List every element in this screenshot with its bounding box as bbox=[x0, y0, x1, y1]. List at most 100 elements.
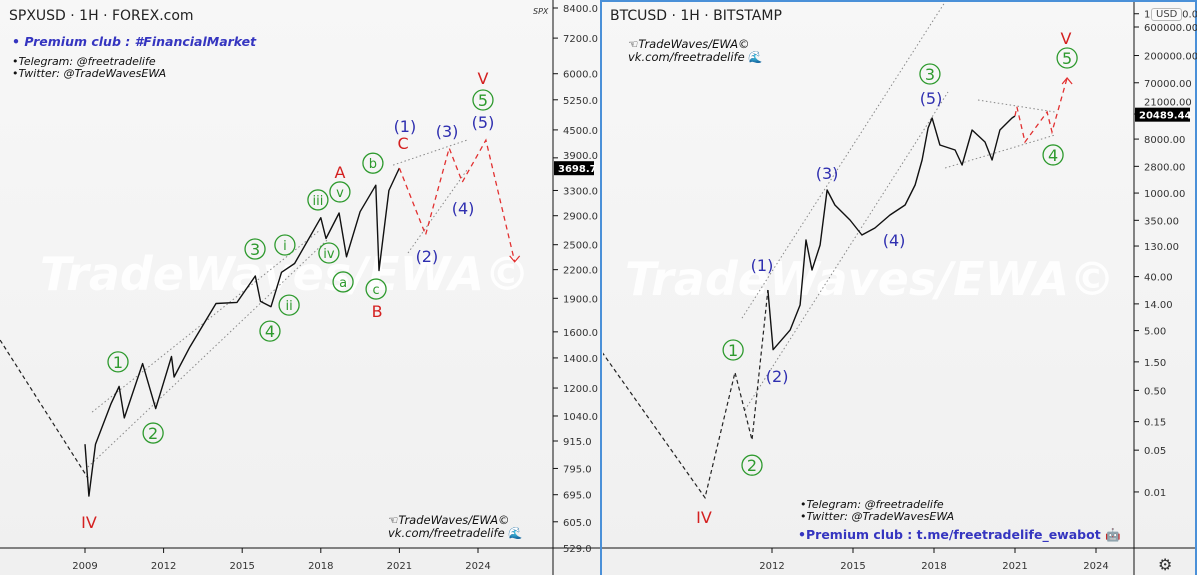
hand-icon: ☜ bbox=[388, 513, 399, 527]
btc-y-tick-label: 0.05 bbox=[1144, 446, 1166, 457]
btc-premium-club[interactable]: •Premium club : t.me/freetradelife_ewabo… bbox=[798, 527, 1121, 543]
spx-wave-circle bbox=[307, 189, 329, 211]
spx-brand-name: TradeWaves/EWA© bbox=[398, 513, 510, 527]
spx-y-tick-label: 1200.0 bbox=[563, 384, 598, 395]
spx-wave-label: 4 bbox=[265, 322, 275, 341]
robot-icon: 🤖 bbox=[1105, 527, 1121, 542]
btc-wave-circle bbox=[1042, 144, 1064, 166]
btc-y-tick-label: 8000.00 bbox=[1144, 135, 1185, 146]
spx-wave-label: (5) bbox=[472, 113, 495, 132]
spx-wave-circle bbox=[472, 89, 494, 111]
btc-wave-label: 3 bbox=[925, 65, 935, 84]
btc-projection-arrow-icon bbox=[1061, 77, 1073, 85]
btc-y-tick-label: 600000.00 bbox=[1144, 23, 1197, 34]
spx-wave-circle bbox=[142, 422, 164, 444]
spx-premium-club[interactable]: • Premium club : #FinancialMarket bbox=[12, 34, 257, 49]
btc-trendline[interactable] bbox=[977, 99, 1056, 113]
btc-wave-label: IV bbox=[696, 508, 712, 527]
spx-wave-circle bbox=[107, 351, 129, 373]
spx-wave-label: iii bbox=[312, 194, 323, 209]
spx-wave-label: i bbox=[283, 239, 287, 254]
wave-icon: 🌊 bbox=[748, 50, 763, 64]
spx-wave-label: (2) bbox=[416, 247, 439, 266]
spx-trendline[interactable] bbox=[407, 169, 468, 254]
btc-chart-title: BTCUSD · 1H · BITSTAMP bbox=[610, 8, 782, 24]
spx-y-tick-label: 605.0 bbox=[563, 518, 592, 529]
spx-wave-label: 3 bbox=[250, 240, 260, 259]
spx-projection-arrow-icon bbox=[509, 255, 521, 263]
spx-wave-label: v bbox=[336, 186, 344, 201]
btc-y-tick-label: 1.50 bbox=[1144, 358, 1166, 369]
spx-wave-label: (1) bbox=[394, 117, 417, 136]
btc-plot[interactable]: IV 1 2 3 4 5V (1) (2) (3) (4) (5) bbox=[602, 1, 1078, 527]
spx-y-tick-label: 915.0 bbox=[563, 437, 592, 448]
spx-x-tick-label: 2009 bbox=[72, 561, 97, 572]
spx-y-tick-label: 529.0 bbox=[563, 544, 592, 555]
spx-wave-circle bbox=[278, 294, 300, 316]
spx-x-tick-label: 2024 bbox=[465, 561, 490, 572]
spx-wave-label: (3) bbox=[436, 122, 459, 141]
hand-icon: ☜ bbox=[628, 37, 639, 51]
spx-last-price-tag bbox=[554, 161, 594, 176]
btc-x-tick-label: 2012 bbox=[759, 561, 784, 572]
btc-wave-label: V bbox=[1061, 29, 1072, 48]
btc-y-tick-label: 0.15 bbox=[1144, 418, 1166, 429]
btc-plot-area[interactable]: IV 1 2 3 4 5V (1) (2) (3) (4) (5) bbox=[602, 1, 1078, 527]
spx-y-tick-label: 1600.0 bbox=[563, 328, 598, 339]
spx-y-tick-label: 1040.0 bbox=[563, 412, 598, 423]
spx-wave-circle bbox=[274, 234, 296, 256]
spx-wave-circle bbox=[259, 320, 281, 342]
btc-trendline[interactable] bbox=[944, 134, 1056, 169]
btc-price-line[interactable] bbox=[767, 115, 1016, 351]
spx-y-tick-label: 3900.0 bbox=[563, 151, 598, 162]
spx-brand-link[interactable]: vk.com/freetradelife bbox=[388, 526, 505, 540]
spx-wave-circle bbox=[332, 271, 354, 293]
btc-wave-label: 2 bbox=[747, 456, 757, 475]
spx-y-tick-label: 2900.0 bbox=[563, 212, 598, 223]
spx-wave-label: V bbox=[478, 69, 489, 88]
gear-icon[interactable]: ⚙ bbox=[1158, 555, 1173, 574]
btc-x-tick-label: 2024 bbox=[1083, 561, 1108, 572]
btc-trendline[interactable] bbox=[744, 91, 949, 411]
spx-trendline[interactable] bbox=[91, 229, 321, 413]
spx-wave-circle bbox=[362, 152, 384, 174]
btc-wave-label: (5) bbox=[920, 89, 943, 108]
btc-y-tick-label: 200000.00 bbox=[1144, 52, 1197, 63]
spx-wave-label: b bbox=[369, 157, 377, 172]
spx-trendline[interactable] bbox=[87, 239, 328, 468]
spx-chart-title: SPXUSD · 1H · FOREX.com bbox=[9, 8, 194, 24]
spx-axes[interactable]: 8400.0 7200.0 6000.0 5250.0 4500.0 3900.0 3300… bbox=[72, 4, 598, 572]
btc-wave-label: (3) bbox=[816, 164, 839, 183]
btc-brand-name: TradeWaves/EWA© bbox=[638, 37, 750, 51]
btc-wave-label: (1) bbox=[751, 256, 774, 275]
btc-x-tick-label: 2021 bbox=[1002, 561, 1027, 572]
btc-trendline[interactable] bbox=[741, 1, 946, 319]
btc-last-price-tag bbox=[1135, 107, 1190, 122]
spx-wave-label: IV bbox=[81, 513, 97, 532]
spx-wave-label: C bbox=[397, 134, 408, 153]
btc-x-tick-label: 2018 bbox=[921, 561, 946, 572]
btc-wave-label: 4 bbox=[1048, 146, 1058, 165]
btc-premium-text[interactable]: •Premium club : t.me/freetradelife_ewabo… bbox=[798, 527, 1101, 542]
spx-trendline[interactable] bbox=[392, 139, 468, 166]
btc-y-tick-label: 130.00 bbox=[1144, 242, 1179, 253]
btc-wave-label: 1 bbox=[728, 341, 738, 360]
spx-price-line[interactable] bbox=[84, 167, 401, 497]
spx-x-tick-label: 2018 bbox=[308, 561, 333, 572]
btc-brand-link[interactable]: vk.com/freetradelife bbox=[628, 50, 745, 64]
right-watermark: TradeWaves/EWA© bbox=[625, 252, 1115, 306]
currency-button[interactable]: USD bbox=[1151, 8, 1183, 21]
btc-wave-label: 5 bbox=[1062, 49, 1072, 68]
spx-wave-circle bbox=[329, 181, 351, 203]
spx-last-price-label: 3698.7 bbox=[558, 164, 597, 175]
btc-y-tick-label: 5.00 bbox=[1144, 327, 1166, 338]
spx-y-tick-label: 1900.0 bbox=[563, 294, 598, 305]
active-pane-border bbox=[600, 0, 1197, 575]
btc-y-tick-label: 14.00 bbox=[1144, 300, 1173, 311]
spx-twitter: •Twitter: @TradeWavesEWA bbox=[12, 67, 167, 80]
btc-y-tick-label: 0.01 bbox=[1144, 488, 1166, 499]
btc-prior-wave-line bbox=[603, 289, 769, 500]
